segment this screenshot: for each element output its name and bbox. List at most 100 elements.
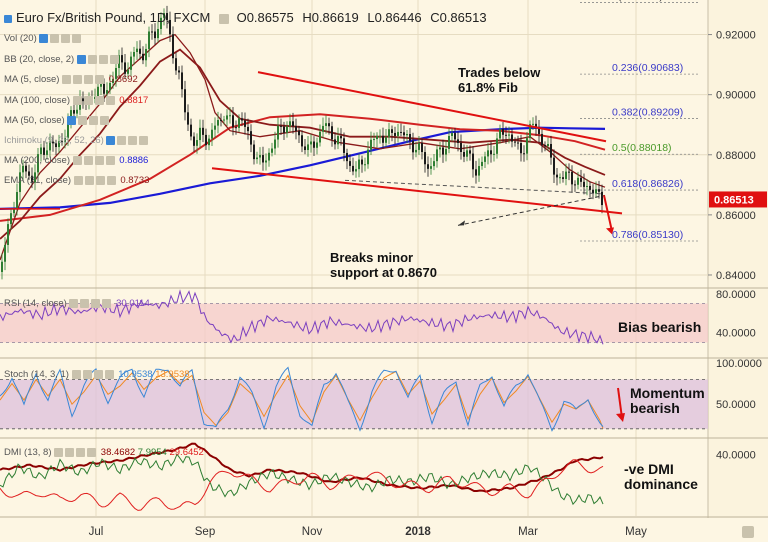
eye-icon[interactable] — [67, 115, 77, 125]
close-icon[interactable] — [109, 54, 119, 64]
candle-body[interactable] — [346, 152, 348, 162]
candle-body[interactable] — [418, 143, 420, 150]
candle-body[interactable] — [58, 141, 60, 148]
candle-body[interactable] — [205, 134, 207, 146]
candle-body[interactable] — [265, 160, 267, 163]
add-icon[interactable] — [91, 298, 101, 308]
candle-body[interactable] — [403, 132, 405, 136]
add-icon[interactable] — [94, 155, 104, 165]
candle-body[interactable] — [145, 48, 147, 61]
candle-body[interactable] — [37, 154, 39, 173]
close-icon[interactable] — [105, 155, 115, 165]
eye-icon[interactable] — [73, 175, 83, 185]
candle-body[interactable] — [331, 126, 333, 140]
candle-body[interactable] — [457, 139, 459, 143]
time-axis[interactable] — [0, 518, 768, 542]
candle-body[interactable] — [439, 147, 441, 150]
candle-body[interactable] — [502, 129, 504, 135]
candle-body[interactable] — [73, 110, 75, 114]
candle-body[interactable] — [268, 152, 270, 161]
eye-icon[interactable] — [39, 33, 49, 43]
candle-body[interactable] — [64, 137, 66, 143]
close-icon[interactable] — [102, 298, 112, 308]
candle-body[interactable] — [376, 135, 378, 140]
candle-body[interactable] — [547, 143, 549, 147]
candle-body[interactable] — [385, 137, 387, 143]
candle-body[interactable] — [163, 13, 165, 18]
candle-body[interactable] — [70, 110, 72, 120]
candle-body[interactable] — [394, 132, 396, 136]
candle-body[interactable] — [355, 169, 357, 172]
candle-body[interactable] — [214, 125, 216, 130]
candle-body[interactable] — [574, 184, 576, 186]
candle-body[interactable] — [292, 121, 294, 127]
candle-body[interactable] — [187, 112, 189, 125]
settings-icon[interactable] — [117, 135, 127, 145]
candle-body[interactable] — [598, 189, 600, 192]
candle-body[interactable] — [316, 142, 318, 148]
candle-body[interactable] — [307, 144, 309, 151]
candle-body[interactable] — [400, 131, 402, 133]
candle-body[interactable] — [220, 120, 222, 122]
candle-body[interactable] — [544, 145, 546, 147]
candle-body[interactable] — [589, 185, 591, 190]
candle-body[interactable] — [31, 175, 33, 183]
candle-body[interactable] — [586, 185, 588, 187]
candle-body[interactable] — [505, 134, 507, 136]
candle-body[interactable] — [529, 124, 531, 139]
candle-body[interactable] — [1, 261, 3, 272]
candle-body[interactable] — [472, 153, 474, 170]
candle-body[interactable] — [28, 171, 30, 176]
candle-body[interactable] — [523, 153, 525, 155]
stoch-legend[interactable]: Stoch (14, 3, 1) 10.9538 13.9538 — [4, 369, 190, 380]
candle-body[interactable] — [244, 120, 246, 127]
candle-body[interactable] — [106, 90, 108, 94]
add-icon[interactable] — [89, 115, 99, 125]
candle-body[interactable] — [10, 213, 12, 225]
candle-body[interactable] — [304, 146, 306, 151]
candle-body[interactable] — [556, 174, 558, 178]
candle-body[interactable] — [148, 31, 150, 49]
candle-body[interactable] — [67, 119, 69, 138]
candle-body[interactable] — [97, 86, 99, 98]
candle-body[interactable] — [52, 141, 54, 144]
add-icon[interactable] — [61, 33, 71, 43]
candle-body[interactable] — [271, 148, 273, 153]
candle-body[interactable] — [460, 142, 462, 153]
eye-icon[interactable] — [106, 135, 116, 145]
candle-body[interactable] — [34, 172, 36, 183]
candle-body[interactable] — [379, 135, 381, 137]
candle-body[interactable] — [109, 82, 111, 91]
candle-body[interactable] — [496, 138, 498, 154]
candle-body[interactable] — [226, 115, 228, 120]
candle-body[interactable] — [493, 153, 495, 155]
price-axis[interactable] — [708, 0, 768, 520]
candle-body[interactable] — [532, 123, 534, 125]
candle-body[interactable] — [481, 161, 483, 167]
candle-body[interactable] — [100, 83, 102, 87]
candle-body[interactable] — [7, 224, 9, 245]
candle-body[interactable] — [559, 177, 561, 179]
candle-body[interactable] — [520, 143, 522, 154]
close-icon[interactable] — [106, 175, 116, 185]
eye-icon[interactable] — [72, 95, 82, 105]
add-icon[interactable] — [93, 369, 103, 379]
candle-body[interactable] — [166, 13, 168, 20]
candle-body[interactable] — [442, 147, 444, 155]
candle-body[interactable] — [130, 56, 132, 70]
candle-body[interactable] — [406, 134, 408, 136]
candle-body[interactable] — [322, 125, 324, 132]
candle-body[interactable] — [436, 149, 438, 162]
candle-body[interactable] — [259, 155, 261, 158]
candle-body[interactable] — [319, 131, 321, 143]
candle-body[interactable] — [124, 62, 126, 74]
settings-icon[interactable] — [78, 115, 88, 125]
candle-body[interactable] — [397, 131, 399, 136]
candle-body[interactable] — [193, 136, 195, 146]
settings-icon[interactable] — [50, 33, 60, 43]
candle-body[interactable] — [235, 127, 237, 129]
indicator-row[interactable]: MA (200, close) 0.8886 — [4, 155, 148, 166]
candle-body[interactable] — [4, 244, 6, 262]
candle-body[interactable] — [55, 143, 57, 148]
eye-icon[interactable] — [62, 74, 72, 84]
